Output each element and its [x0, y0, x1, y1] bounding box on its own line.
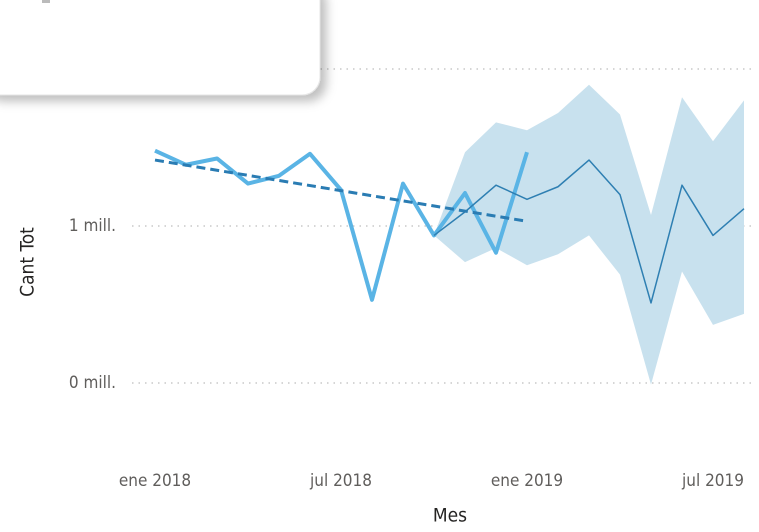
y-axis-title: Cant Tot	[17, 227, 39, 297]
popup-box	[0, 0, 321, 96]
tooltip-popup	[0, 0, 321, 96]
popup-mark	[42, 0, 50, 3]
y-tick-label: 1 mill.	[69, 216, 116, 236]
y-tick-label: 0 mill.	[69, 373, 116, 393]
series-line	[433, 159, 745, 304]
series-line	[154, 158, 528, 223]
forecast-band	[434, 84, 744, 385]
plot-area: ene 2018 jul 2018 ene 2019 jul 2019	[119, 68, 755, 491]
x-tick-label: jul 2019	[681, 471, 744, 491]
x-tick-label: ene 2018	[119, 471, 191, 491]
x-tick-label: jul 2018	[309, 471, 372, 491]
x-axis-title: Mes	[433, 505, 467, 527]
x-tick-label: ene 2019	[491, 471, 563, 491]
